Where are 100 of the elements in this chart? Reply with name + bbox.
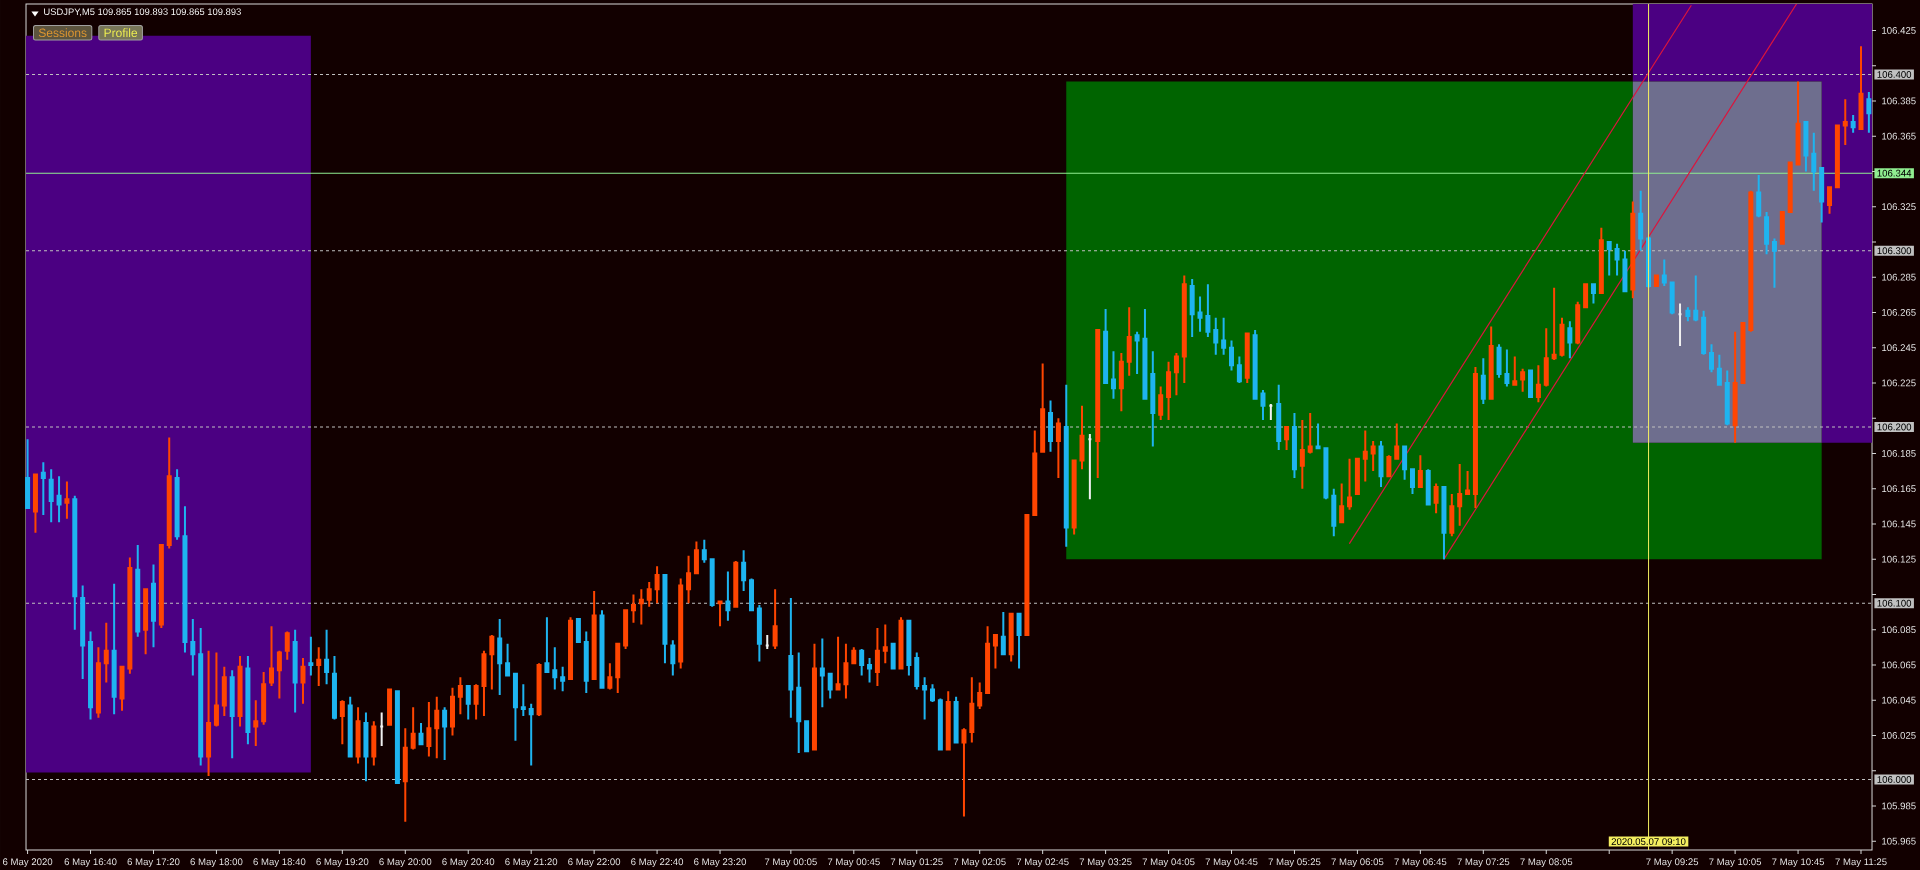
candlestick bbox=[1307, 411, 1313, 455]
candlestick bbox=[1032, 429, 1038, 517]
candlestick bbox=[166, 436, 172, 550]
x-tick-label: 6 May 20:40 bbox=[442, 858, 495, 868]
candlestick bbox=[1000, 611, 1006, 656]
candlestick bbox=[1197, 295, 1203, 333]
x-tick-label: 7 May 05:25 bbox=[1268, 858, 1321, 868]
candlestick bbox=[1291, 411, 1297, 480]
candlestick bbox=[764, 633, 770, 651]
candlestick bbox=[1339, 482, 1345, 524]
x-tick-label: 7 May 00:45 bbox=[827, 858, 880, 868]
candlestick bbox=[111, 582, 117, 716]
y-tick-label: 105.965 bbox=[1882, 837, 1916, 845]
y-tick-label: 105.985 bbox=[1882, 802, 1916, 810]
candlestick bbox=[1079, 404, 1085, 471]
candlestick bbox=[355, 706, 361, 765]
x-tick-label: 7 May 04:45 bbox=[1205, 858, 1258, 868]
ref-line-label: 106.100 bbox=[1877, 599, 1912, 607]
y-tick-label: 106.285 bbox=[1882, 273, 1916, 281]
candlestick bbox=[1795, 80, 1801, 166]
candlestick bbox=[1661, 258, 1667, 287]
y-tick-label: 106.125 bbox=[1882, 555, 1916, 563]
candlestick bbox=[819, 637, 825, 709]
candlestick bbox=[1551, 286, 1557, 362]
candlestick bbox=[1716, 353, 1722, 386]
candlestick bbox=[922, 676, 928, 721]
candlestick bbox=[552, 646, 558, 691]
candlestick bbox=[1732, 330, 1738, 444]
x-tick-label: 6 May 19:20 bbox=[316, 858, 369, 868]
candlestick bbox=[182, 505, 188, 654]
candlestick bbox=[670, 639, 676, 677]
candlestick bbox=[1150, 350, 1156, 448]
candlestick bbox=[434, 695, 440, 760]
candlestick bbox=[1181, 274, 1187, 384]
y-tick-label: 106.245 bbox=[1882, 344, 1916, 352]
candlestick bbox=[64, 480, 70, 520]
candlestick bbox=[1465, 470, 1471, 495]
y-tick-label: 106.025 bbox=[1882, 732, 1916, 739]
candlestick bbox=[969, 676, 975, 744]
candlestick bbox=[331, 655, 337, 721]
candlestick bbox=[693, 540, 699, 575]
candlestick bbox=[103, 621, 109, 684]
candlestick bbox=[512, 672, 518, 742]
candlestick bbox=[1543, 327, 1549, 388]
candlestick bbox=[308, 635, 314, 677]
x-tick-label: 7 May 06:45 bbox=[1394, 858, 1447, 868]
candlestick bbox=[646, 581, 652, 608]
candlestick bbox=[269, 625, 275, 688]
candlestick bbox=[1858, 45, 1864, 131]
candlestick bbox=[1488, 325, 1494, 400]
candlestick bbox=[221, 665, 227, 718]
x-tick-label: 6 May 23:20 bbox=[694, 858, 747, 868]
candlestick bbox=[316, 646, 322, 688]
candlestick bbox=[1457, 463, 1463, 527]
x-tick-label: 7 May 03:25 bbox=[1079, 858, 1132, 868]
candlestick bbox=[1520, 367, 1526, 393]
x-tick-label: 7 May 07:25 bbox=[1457, 858, 1510, 868]
candlestick bbox=[442, 706, 448, 762]
candlestick bbox=[1055, 417, 1061, 480]
ref-line-label: 106.344 bbox=[1877, 169, 1912, 177]
candlestick bbox=[1512, 355, 1518, 386]
candlestick bbox=[1236, 355, 1242, 384]
candlestick bbox=[1268, 403, 1274, 421]
candlestick bbox=[1110, 350, 1116, 400]
candlestick bbox=[1158, 385, 1164, 421]
candlestick bbox=[190, 618, 196, 677]
candlestick bbox=[1409, 468, 1415, 495]
candlestick bbox=[135, 544, 141, 638]
candlestick bbox=[867, 656, 873, 684]
candlestick bbox=[1504, 348, 1510, 388]
candlestick bbox=[630, 593, 636, 624]
y-tick-label: 106.145 bbox=[1882, 520, 1916, 528]
candlestick bbox=[95, 646, 101, 719]
candlestick bbox=[1850, 114, 1856, 134]
ref-line-label: 106.400 bbox=[1877, 71, 1912, 78]
candlestick bbox=[88, 630, 94, 721]
x-tick-label: 7 May 10:45 bbox=[1772, 858, 1825, 868]
ref-line-label: 106.000 bbox=[1877, 776, 1912, 783]
annotation: Profile bbox=[104, 28, 138, 38]
candlestick bbox=[198, 626, 204, 767]
candlestick bbox=[1417, 454, 1423, 488]
candlestick bbox=[1614, 242, 1620, 277]
candlestick bbox=[1048, 399, 1054, 453]
candlestick bbox=[788, 596, 794, 719]
candlestick bbox=[811, 642, 817, 751]
candlestick bbox=[882, 623, 888, 665]
candlestick bbox=[1134, 330, 1140, 376]
x-tick-label: 7 May 01:25 bbox=[890, 858, 943, 868]
candlestick bbox=[206, 649, 212, 777]
annotation: Sessions bbox=[38, 28, 87, 38]
candlestick bbox=[72, 494, 78, 631]
y-tick-label: 106.045 bbox=[1882, 696, 1916, 704]
candlestick bbox=[1126, 306, 1132, 377]
candlestick bbox=[284, 630, 290, 661]
candlestick bbox=[1709, 343, 1714, 374]
candlestick bbox=[119, 665, 125, 712]
candlestick bbox=[985, 625, 991, 695]
candlestick bbox=[1535, 364, 1541, 404]
candlestick bbox=[1638, 189, 1644, 252]
candlestick bbox=[1040, 362, 1046, 453]
